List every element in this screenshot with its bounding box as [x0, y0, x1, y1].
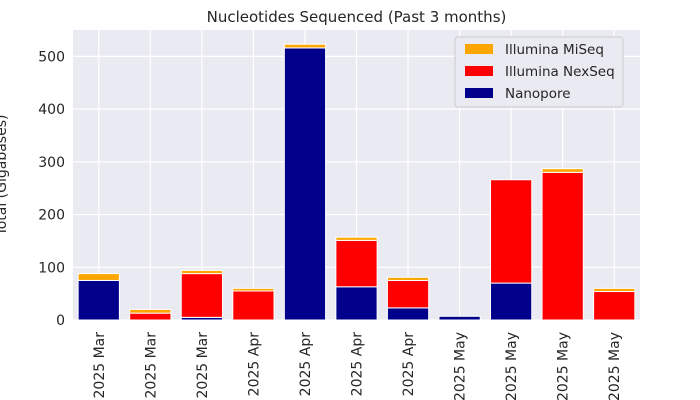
- legend: Illumina MiSeq Illumina NexSeq Nanopore: [454, 36, 624, 108]
- legend-frame: [454, 36, 624, 108]
- legend-swatch-nanopore: [465, 88, 493, 98]
- legend-swatch-illumina-miseq: [465, 44, 493, 54]
- bar-illumina-nexseq: [593, 291, 636, 321]
- bar-nanopore: [490, 282, 533, 321]
- x-tick-label: 2025 Mar: [195, 332, 211, 399]
- legend-swatch-illumina-nexseq: [465, 66, 493, 76]
- bar-illumina-miseq: [541, 168, 584, 173]
- chart-title: Nucleotides Sequenced (Past 3 months): [207, 8, 507, 26]
- x-tick-label: 2025 Mar: [143, 332, 159, 399]
- bar-illumina-miseq: [77, 273, 120, 281]
- y-tick-label: 100: [38, 260, 65, 276]
- bar-illumina-miseq: [335, 236, 378, 241]
- y-axis-label: Total (Gigabases): [0, 115, 10, 237]
- legend-label-illumina-miseq: Illumina MiSeq: [505, 42, 604, 58]
- bar-illumina-miseq: [232, 287, 275, 292]
- bar-illumina-miseq: [593, 287, 636, 293]
- x-tick-label: 2025 May: [453, 332, 469, 400]
- bar-illumina-nexseq: [541, 171, 584, 321]
- bar-nanopore: [438, 315, 481, 321]
- bar-nanopore: [386, 307, 430, 321]
- x-tick-label: 2025 May: [504, 332, 520, 400]
- bar-illumina-nexseq: [232, 290, 275, 321]
- bar-nanopore: [283, 47, 327, 321]
- x-tick-label: 2025 Apr: [246, 332, 262, 397]
- x-tick-label: 2025 Apr: [298, 332, 314, 397]
- y-tick-label: 200: [38, 208, 65, 224]
- legend-label-nanopore: Nanopore: [505, 86, 571, 102]
- bar-illumina-miseq: [283, 43, 327, 49]
- bar-illumina-nexseq: [490, 179, 533, 284]
- y-tick-label: 500: [38, 49, 65, 65]
- y-tick-label: 300: [38, 155, 65, 171]
- y-tick-label: 400: [38, 102, 65, 118]
- bar-illumina-nexseq: [386, 279, 430, 309]
- x-tick-label: 2025 May: [607, 332, 623, 400]
- bar-illumina-nexseq: [335, 239, 378, 288]
- x-tick-label: 2025 Mar: [92, 332, 108, 399]
- bars: [77, 43, 636, 321]
- legend-label-illumina-nexseq: Illumina NexSeq: [505, 64, 615, 80]
- x-tick-labels: 2025 Mar 2025 Mar 2025 Mar 2025 Apr 2025 Apr…: [92, 332, 623, 400]
- bar-nanopore: [335, 286, 378, 321]
- bar-illumina-nexseq: [180, 273, 223, 318]
- y-tick-labels: 0 100 200 300 400 500: [38, 49, 65, 329]
- x-tick-label: 2025 May: [556, 332, 572, 400]
- bar-illumina-miseq: [129, 308, 172, 314]
- x-tick-label: 2025 Apr: [401, 332, 417, 397]
- y-tick-label: 0: [56, 313, 65, 329]
- bar-nanopore: [77, 279, 120, 321]
- x-tick-label: 2025 Apr: [350, 332, 366, 397]
- bar-illumina-nexseq: [129, 312, 172, 321]
- bar-illumina-miseq: [386, 276, 430, 281]
- bar-illumina-miseq: [180, 269, 223, 275]
